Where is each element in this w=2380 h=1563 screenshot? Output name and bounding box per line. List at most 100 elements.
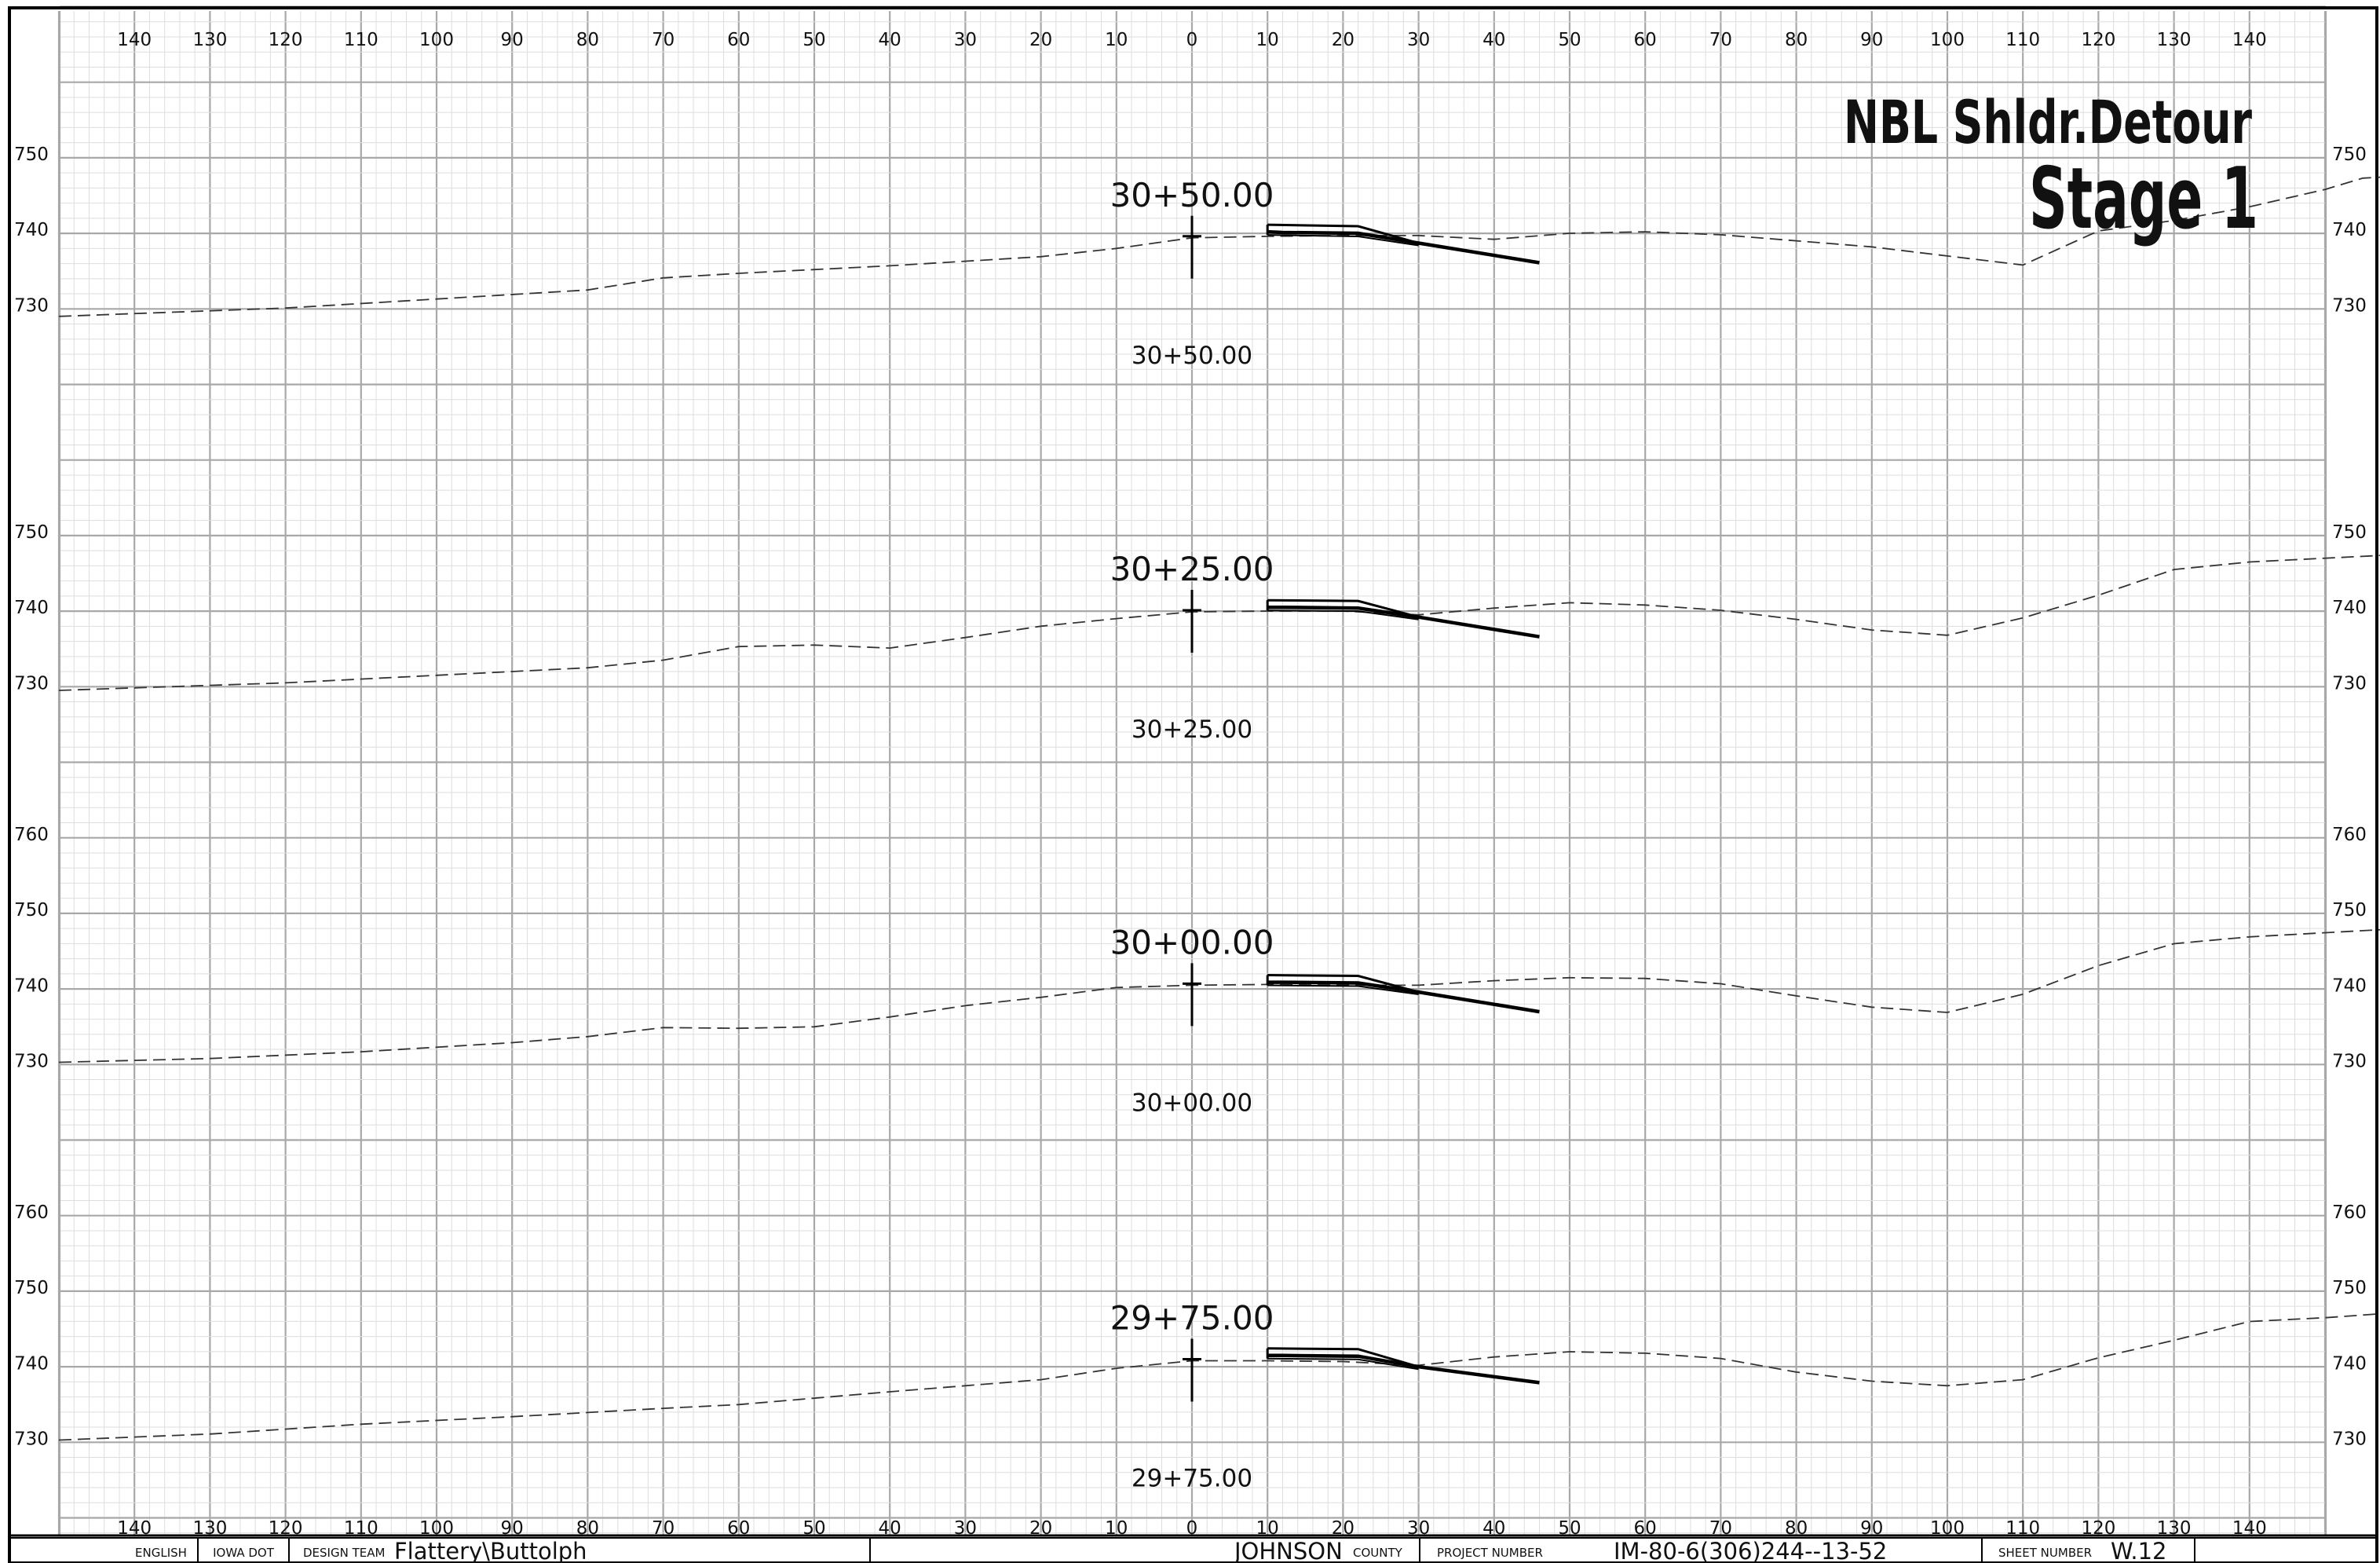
offset-tick-label: 40: [1482, 30, 1505, 50]
shoulder-slab-bottom: [1267, 984, 1419, 996]
design-surface: [1267, 1353, 1540, 1385]
elevation-label-right: 760: [2332, 1202, 2367, 1223]
elevation-label-right: 730: [2332, 1429, 2367, 1450]
offset-tick-label: 100: [1930, 30, 1965, 50]
offset-tick-label: 140: [117, 30, 152, 50]
station-label-bottom: 30+25.00: [1132, 716, 1252, 744]
offset-tick-label: 10: [1256, 30, 1279, 50]
offset-tick-label: 20: [1029, 1518, 1052, 1539]
elevation-label-left: 730: [14, 1052, 49, 1072]
offset-tick-label: 0: [1186, 1518, 1198, 1539]
offset-tick-label: 90: [1860, 30, 1883, 50]
offset-tick-label: 10: [1105, 30, 1128, 50]
sheet-borders: [8, 6, 2378, 1563]
offset-tick-label: 30: [954, 1518, 977, 1539]
offset-tick-label: 100: [419, 30, 454, 50]
offset-tick-label: 80: [576, 30, 599, 50]
elevation-label-right: 760: [2332, 825, 2367, 845]
station-label-bottom: 30+50.00: [1132, 342, 1252, 370]
offset-tick-label: 20: [1332, 1518, 1355, 1539]
station-label-top: 30+00.00: [1110, 923, 1274, 961]
offset-tick-label: 60: [727, 30, 750, 50]
station-label-top: 30+50.00: [1110, 176, 1274, 214]
elevation-label-left: 750: [14, 145, 49, 165]
title-line-1: NBL Shldr.Detour: [1844, 87, 2252, 157]
offset-tick-label: 40: [879, 1518, 901, 1539]
design-team-value: Flattery\Buttolph: [394, 1538, 587, 1563]
offset-tick-label: 120: [2081, 30, 2115, 50]
existing-ground-line: [58, 928, 2380, 1063]
design-surface: [1267, 980, 1540, 1014]
station-label-bottom: 30+00.00: [1132, 1089, 1252, 1117]
offset-tick-label: 130: [2157, 1518, 2192, 1539]
cross-sections: 750 750 740 740 730 730 30+50.00 30+50.00 750 750…: [14, 145, 2380, 1493]
offset-tick-label: 120: [269, 30, 303, 50]
offset-tick-label: 10: [1256, 1518, 1279, 1539]
offset-tick-label: 30: [1407, 1518, 1430, 1539]
offset-tick-label: 110: [2005, 1518, 2040, 1539]
county-label: COUNTY: [1353, 1546, 1403, 1560]
offset-tick-label: 70: [1709, 30, 1732, 50]
agency-label: IOWA DOT: [213, 1546, 275, 1560]
offset-tick-label: 20: [1332, 30, 1355, 50]
elevation-label-left: 750: [14, 1278, 49, 1298]
offset-tick-label: 30: [954, 30, 977, 50]
elevation-label-right: 750: [2332, 1278, 2367, 1298]
offset-ticks-bottom: 140 130 120 110 100 90 80 70 60 50 40 30 20 10 0 10 20 30…: [117, 1518, 2267, 1539]
elevation-label-right: 740: [2332, 598, 2367, 618]
cross-section: 750 750 740 740 730 730 30+25.00 30+25.00: [14, 522, 2380, 744]
offset-tick-label: 80: [1785, 1518, 1808, 1539]
offset-tick-label: 30: [1407, 30, 1430, 50]
offset-tick-label: 60: [1634, 1518, 1657, 1539]
offset-tick-label: 70: [1709, 1518, 1732, 1539]
elevation-label-left: 750: [14, 522, 49, 543]
design-team-label: DESIGN TEAM: [303, 1546, 385, 1560]
offset-tick-label: 130: [192, 1518, 227, 1539]
elevation-label-right: 750: [2332, 522, 2367, 543]
design-surface: [1267, 229, 1540, 265]
station-label-top: 29+75.00: [1110, 1299, 1274, 1338]
sheet-number-label: SHEET NUMBER: [1998, 1546, 2092, 1560]
elevation-label-left: 740: [14, 1353, 49, 1374]
grid: [57, 5, 2327, 1536]
elevation-label-right: 750: [2332, 900, 2367, 921]
county-value: JOHNSON: [1233, 1538, 1343, 1563]
offset-tick-label: 70: [652, 1518, 675, 1539]
project-number-value: IM-80-6(306)244--13-52: [1614, 1538, 1887, 1563]
elevation-label-right: 730: [2332, 1052, 2367, 1072]
offset-tick-label: 90: [1860, 1518, 1883, 1539]
elevation-label-left: 730: [14, 295, 49, 316]
offset-tick-label: 90: [501, 30, 524, 50]
existing-ground-line: [58, 555, 2380, 691]
project-number-label: PROJECT NUMBER: [1437, 1546, 1543, 1560]
shoulder-slab-top: [1267, 974, 1419, 994]
offset-tick-label: 50: [802, 30, 825, 50]
elevation-label-left: 750: [14, 900, 49, 921]
existing-ground-line: [58, 176, 2380, 317]
elevation-label-left: 730: [14, 1429, 49, 1450]
offset-tick-label: 20: [1029, 30, 1052, 50]
elevation-label-right: 740: [2332, 220, 2367, 240]
offset-tick-label: 60: [1634, 30, 1657, 50]
offset-tick-label: 110: [344, 30, 378, 50]
title-line-2: Stage 1: [2029, 150, 2258, 248]
elevation-label-left: 760: [14, 1202, 49, 1223]
offset-tick-label: 50: [1558, 1518, 1581, 1539]
shoulder-slab-bottom: [1267, 609, 1419, 620]
title-block: ENGLISH IOWA DOT DESIGN TEAM Flattery\Bu…: [9, 1537, 2377, 1563]
shoulder-slab-bottom: [1267, 1357, 1419, 1371]
sheet-number-value: W.12: [2111, 1538, 2166, 1563]
elevation-label-right: 750: [2332, 145, 2367, 165]
sheet-title: NBL Shldr.Detour Stage 1: [1844, 87, 2258, 248]
existing-ground-line: [58, 1312, 2380, 1441]
elevation-label-right: 730: [2332, 673, 2367, 694]
elevation-label-right: 740: [2332, 976, 2367, 996]
offset-ticks-top: 140 130 120 110 100 90 80 70 60 50 40 30 20 10 0 10 20 30…: [117, 30, 2267, 50]
offset-tick-label: 80: [576, 1518, 599, 1539]
cross-section: 750 750 740 740 730 730 30+50.00 30+50.00: [14, 145, 2380, 370]
shoulder-slab-top: [1267, 1347, 1420, 1368]
offset-tick-label: 40: [879, 30, 901, 50]
offset-tick-label: 0: [1186, 30, 1198, 50]
elevation-label-left: 740: [14, 220, 49, 240]
